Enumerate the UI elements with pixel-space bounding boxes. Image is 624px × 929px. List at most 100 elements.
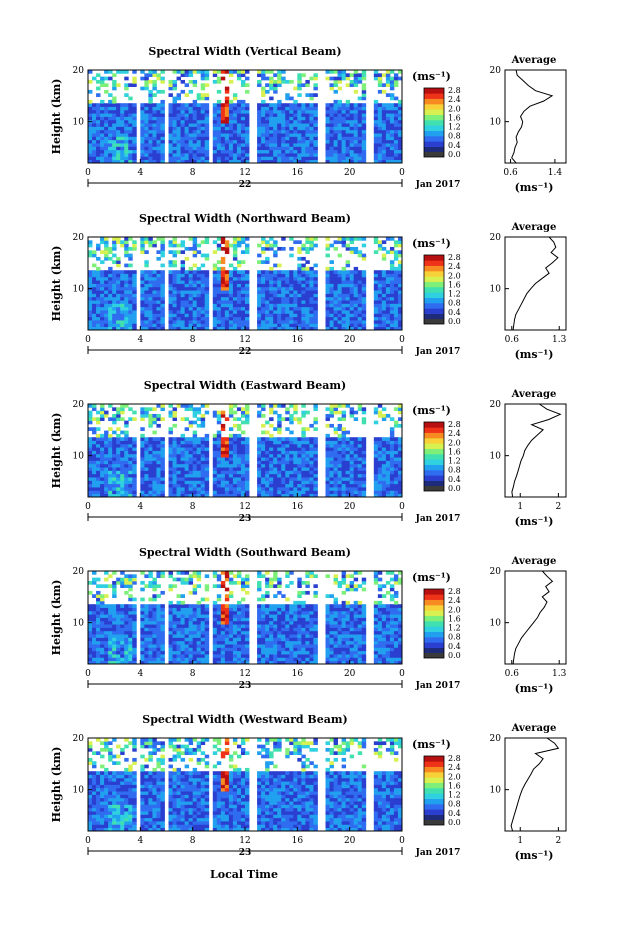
heatmap-cell <box>329 443 334 448</box>
heatmap-cell <box>261 103 266 107</box>
heatmap-cell <box>156 73 161 78</box>
heatmap-cell <box>232 487 238 491</box>
heatmap-cell <box>96 610 101 615</box>
heatmap-cell <box>168 139 173 144</box>
heatmap-cell <box>220 427 226 431</box>
heatmap-cell <box>132 153 137 157</box>
heatmap-cell <box>341 76 347 81</box>
heatmap-cell <box>277 113 282 117</box>
heatmap-cell <box>377 243 383 248</box>
heatmap-cell <box>297 280 302 284</box>
heatmap-cell <box>152 113 157 117</box>
x-tick-label: 0 <box>85 502 91 512</box>
heatmap-cell <box>273 467 278 471</box>
heatmap-cell <box>188 286 194 291</box>
heatmap-cell <box>289 156 294 161</box>
heatmap-cell <box>220 237 226 241</box>
heatmap-cell <box>120 610 125 615</box>
heatmap-cell <box>333 463 338 468</box>
heatmap-cell <box>92 283 97 288</box>
heatmap-cell <box>297 463 302 468</box>
heatmap-cell <box>176 470 181 475</box>
heatmap-cell <box>313 149 318 154</box>
heatmap-cell <box>212 443 218 448</box>
heatmap-cell <box>156 293 161 298</box>
heatmap-cell <box>301 306 306 311</box>
heatmap-cell <box>301 270 306 274</box>
heatmap-cell <box>297 153 302 157</box>
heatmap-cell <box>176 280 181 284</box>
heatmap-cell <box>273 470 278 475</box>
heatmap-cell <box>341 323 347 328</box>
heatmap-cell <box>200 404 206 408</box>
heatmap-cell <box>333 430 338 435</box>
heatmap-cell <box>204 437 210 441</box>
heatmap-cell <box>341 483 347 488</box>
heatmap-cell <box>156 313 161 318</box>
heatmap-cell <box>297 480 302 485</box>
heatmap-cell <box>184 473 190 478</box>
heatmap-cell <box>353 443 359 448</box>
heatmap-cell <box>381 286 387 291</box>
heatmap-cell <box>261 123 266 127</box>
heatmap-cell <box>357 404 363 408</box>
heatmap-cell <box>160 156 165 161</box>
heatmap-cell <box>397 99 403 104</box>
heatmap-cell <box>397 450 403 455</box>
heatmap-cell <box>373 99 379 104</box>
heatmap-cell <box>176 109 181 114</box>
heatmap-cell <box>385 440 391 445</box>
heatmap-cell <box>192 83 198 88</box>
heatmap-cell <box>96 627 101 632</box>
heatmap-cell <box>176 119 181 124</box>
heatmap-cell <box>104 149 109 154</box>
heatmap-cell <box>152 146 157 151</box>
heatmap-cell <box>216 457 222 461</box>
heatmap-cell <box>116 443 121 448</box>
heatmap-cell <box>228 440 234 445</box>
heatmap-cell <box>257 493 262 498</box>
heatmap-cell <box>100 604 105 608</box>
heatmap-cell <box>152 153 157 157</box>
colorbar-swatch <box>424 480 444 487</box>
heatmap-cell <box>168 240 173 245</box>
colorbar-tick-label: 1.2 <box>448 457 461 466</box>
heatmap-cell <box>88 630 93 635</box>
heatmap-cell <box>357 460 363 465</box>
heatmap-cell <box>373 126 379 131</box>
heatmap-cell <box>357 119 363 124</box>
heatmap-cell <box>257 300 262 304</box>
heatmap-cell <box>160 273 165 278</box>
heatmap-cell <box>361 490 367 495</box>
heatmap-cell <box>196 276 202 281</box>
heatmap-cell <box>100 113 105 117</box>
heatmap-cell <box>353 303 359 308</box>
heatmap-cell <box>357 237 363 241</box>
colorbar-tick-label: 2.4 <box>448 262 461 271</box>
heatmap-cell <box>385 237 391 241</box>
heatmap-cell <box>349 79 355 84</box>
heatmap-cell <box>273 300 278 304</box>
heatmap-cell <box>265 270 270 274</box>
heatmap-cell <box>224 270 230 274</box>
heatmap-cell <box>381 280 387 284</box>
heatmap-cell <box>220 273 226 278</box>
heatmap-cell <box>112 260 117 264</box>
heatmap-cell <box>204 490 210 495</box>
heatmap-cell <box>92 76 97 81</box>
heatmap-cell <box>349 323 355 328</box>
heatmap-cell <box>124 447 129 451</box>
heatmap-cell <box>236 133 242 137</box>
heatmap-cell <box>261 296 266 301</box>
heatmap-cell <box>236 263 242 268</box>
heatmap-cell <box>132 487 137 491</box>
heatmap-cell <box>273 109 278 114</box>
heatmap-cell <box>373 106 379 111</box>
heatmap-cell <box>196 316 202 321</box>
heatmap-cell <box>180 313 186 318</box>
heatmap-cell <box>120 650 125 655</box>
heatmap-cell <box>168 93 173 97</box>
heatmap-cell <box>120 430 125 435</box>
heatmap-cell <box>96 290 101 294</box>
